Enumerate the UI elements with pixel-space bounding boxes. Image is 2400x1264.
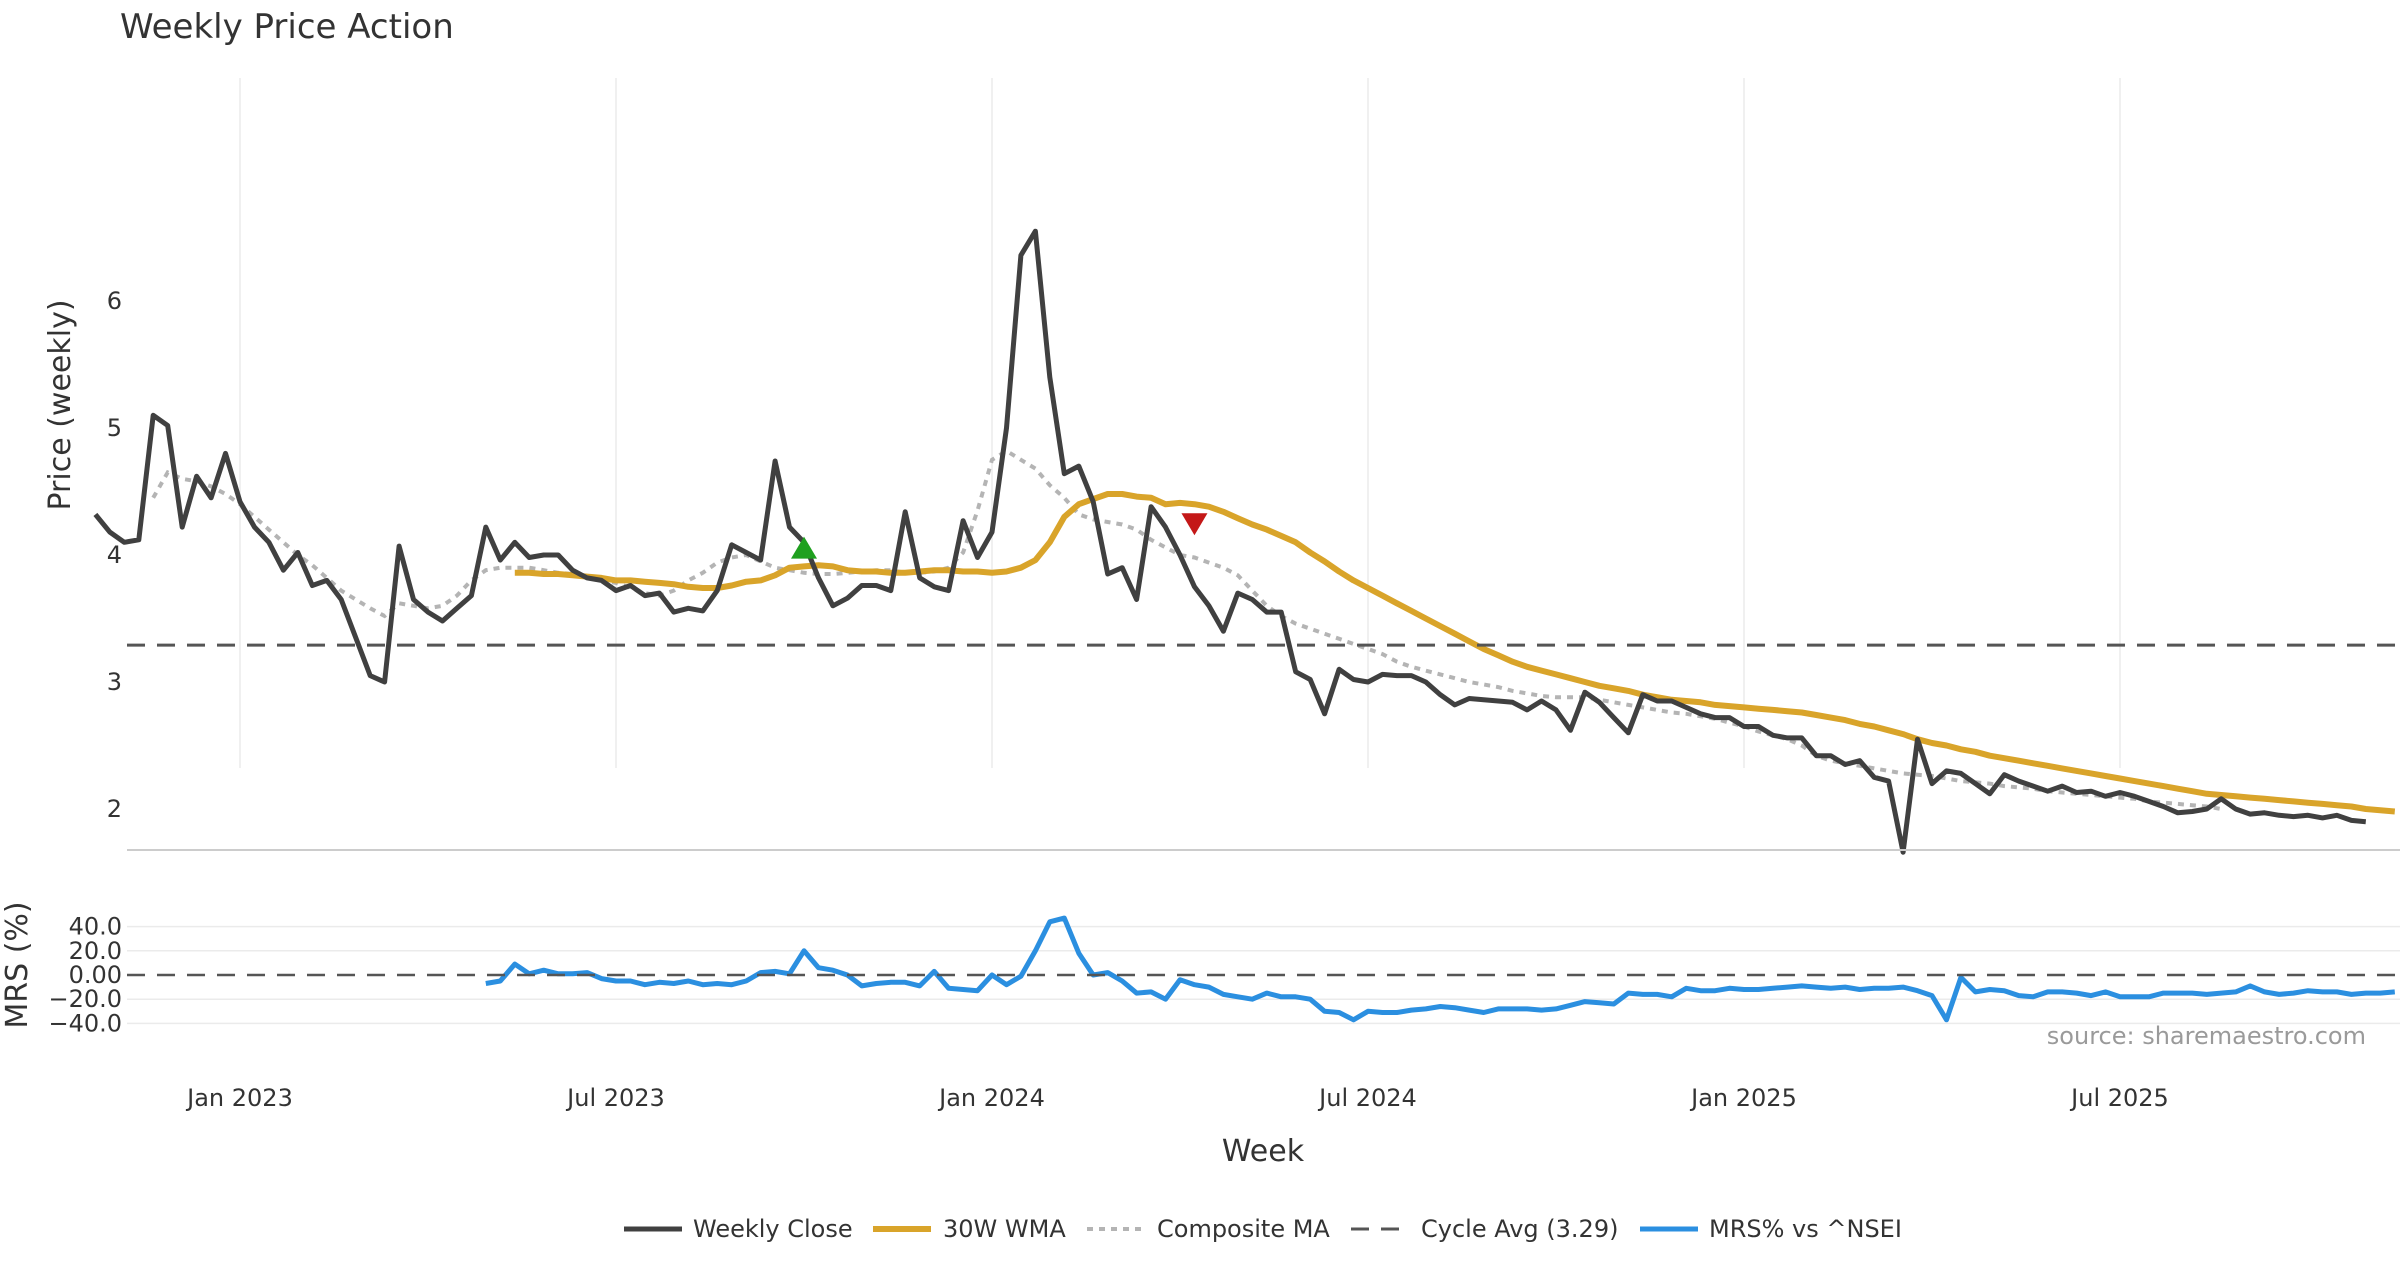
- chart-title: Weekly Price Action: [120, 7, 454, 47]
- mrs-y-axis-label: MRS (%): [0, 901, 35, 1028]
- series-composite-ma: [151, 448, 2222, 811]
- price-series-group: [93, 228, 2400, 855]
- mrs-y-tick-3: −20.0: [48, 985, 122, 1013]
- legend: Weekly Close 30W WMA Composite MA Cycle …: [624, 1215, 1902, 1243]
- x-axis-label: Week: [1222, 1134, 1305, 1169]
- source-annotation: source: sharemaestro.com: [2047, 1022, 2366, 1050]
- x-tick-4: Jan 2025: [1689, 1084, 1797, 1112]
- legend-label-composite-ma: Composite MA: [1157, 1215, 1330, 1243]
- price-panel: 2 3 4 5 6 Price (weekly): [43, 78, 2400, 855]
- price-y-tick-1: 3: [107, 668, 122, 696]
- legend-item-composite-ma: Composite MA: [1087, 1215, 1330, 1243]
- sell-signal-marker: [1181, 513, 1208, 536]
- mrs-y-tick-labels: 40.020.00.00−20.0−40.0: [48, 913, 122, 1038]
- x-tick-0: Jan 2023: [185, 1084, 293, 1112]
- mrs-y-tick-1: 20.0: [69, 937, 122, 965]
- mrs-series-group: [127, 915, 2400, 1023]
- x-tick-3: Jul 2024: [1317, 1084, 1417, 1112]
- legend-item-weekly-close: Weekly Close: [624, 1215, 853, 1243]
- price-y-tick-labels: 2 3 4 5 6: [107, 287, 122, 823]
- series-weekly-close: [93, 228, 2367, 855]
- series-mrs: [485, 915, 2396, 1023]
- mrs-y-tick-2: 0.00: [69, 961, 122, 989]
- legend-label-cycle-avg: Cycle Avg (3.29): [1421, 1215, 1618, 1243]
- series-30w-wma: [514, 491, 2396, 815]
- legend-label-weekly-close: Weekly Close: [693, 1215, 853, 1243]
- mrs-gridlines: [127, 925, 2400, 1025]
- legend-label-mrs: MRS% vs ^NSEI: [1709, 1215, 1902, 1243]
- mrs-y-tick-4: −40.0: [48, 1009, 122, 1037]
- legend-item-30w-wma: 30W WMA: [873, 1215, 1066, 1243]
- legend-item-mrs: MRS% vs ^NSEI: [1640, 1215, 1902, 1243]
- x-tick-1: Jul 2023: [565, 1084, 665, 1112]
- mrs-panel: 40.020.00.00−20.0−40.0 MRS (%) source: s…: [0, 901, 2400, 1050]
- legend-item-cycle-avg: Cycle Avg (3.29): [1351, 1215, 1618, 1243]
- price-y-tick-2: 4: [107, 541, 122, 569]
- x-tick-5: Jul 2025: [2069, 1084, 2169, 1112]
- price-y-tick-4: 6: [107, 287, 122, 315]
- legend-label-30w-wma: 30W WMA: [943, 1215, 1066, 1243]
- signal-markers: [791, 513, 1208, 559]
- price-gridlines: [239, 78, 2121, 768]
- buy-signal-marker: [791, 536, 817, 559]
- x-tick-labels: Jan 2023 Jul 2023 Jan 2024 Jul 2024 Jan 2025…: [185, 1084, 2169, 1112]
- mrs-y-tick-0: 40.0: [69, 913, 122, 941]
- x-tick-2: Jan 2024: [937, 1084, 1045, 1112]
- price-y-axis-label: Price (weekly): [43, 299, 78, 510]
- price-y-tick-3: 5: [107, 414, 122, 442]
- price-y-tick-0: 2: [107, 795, 122, 823]
